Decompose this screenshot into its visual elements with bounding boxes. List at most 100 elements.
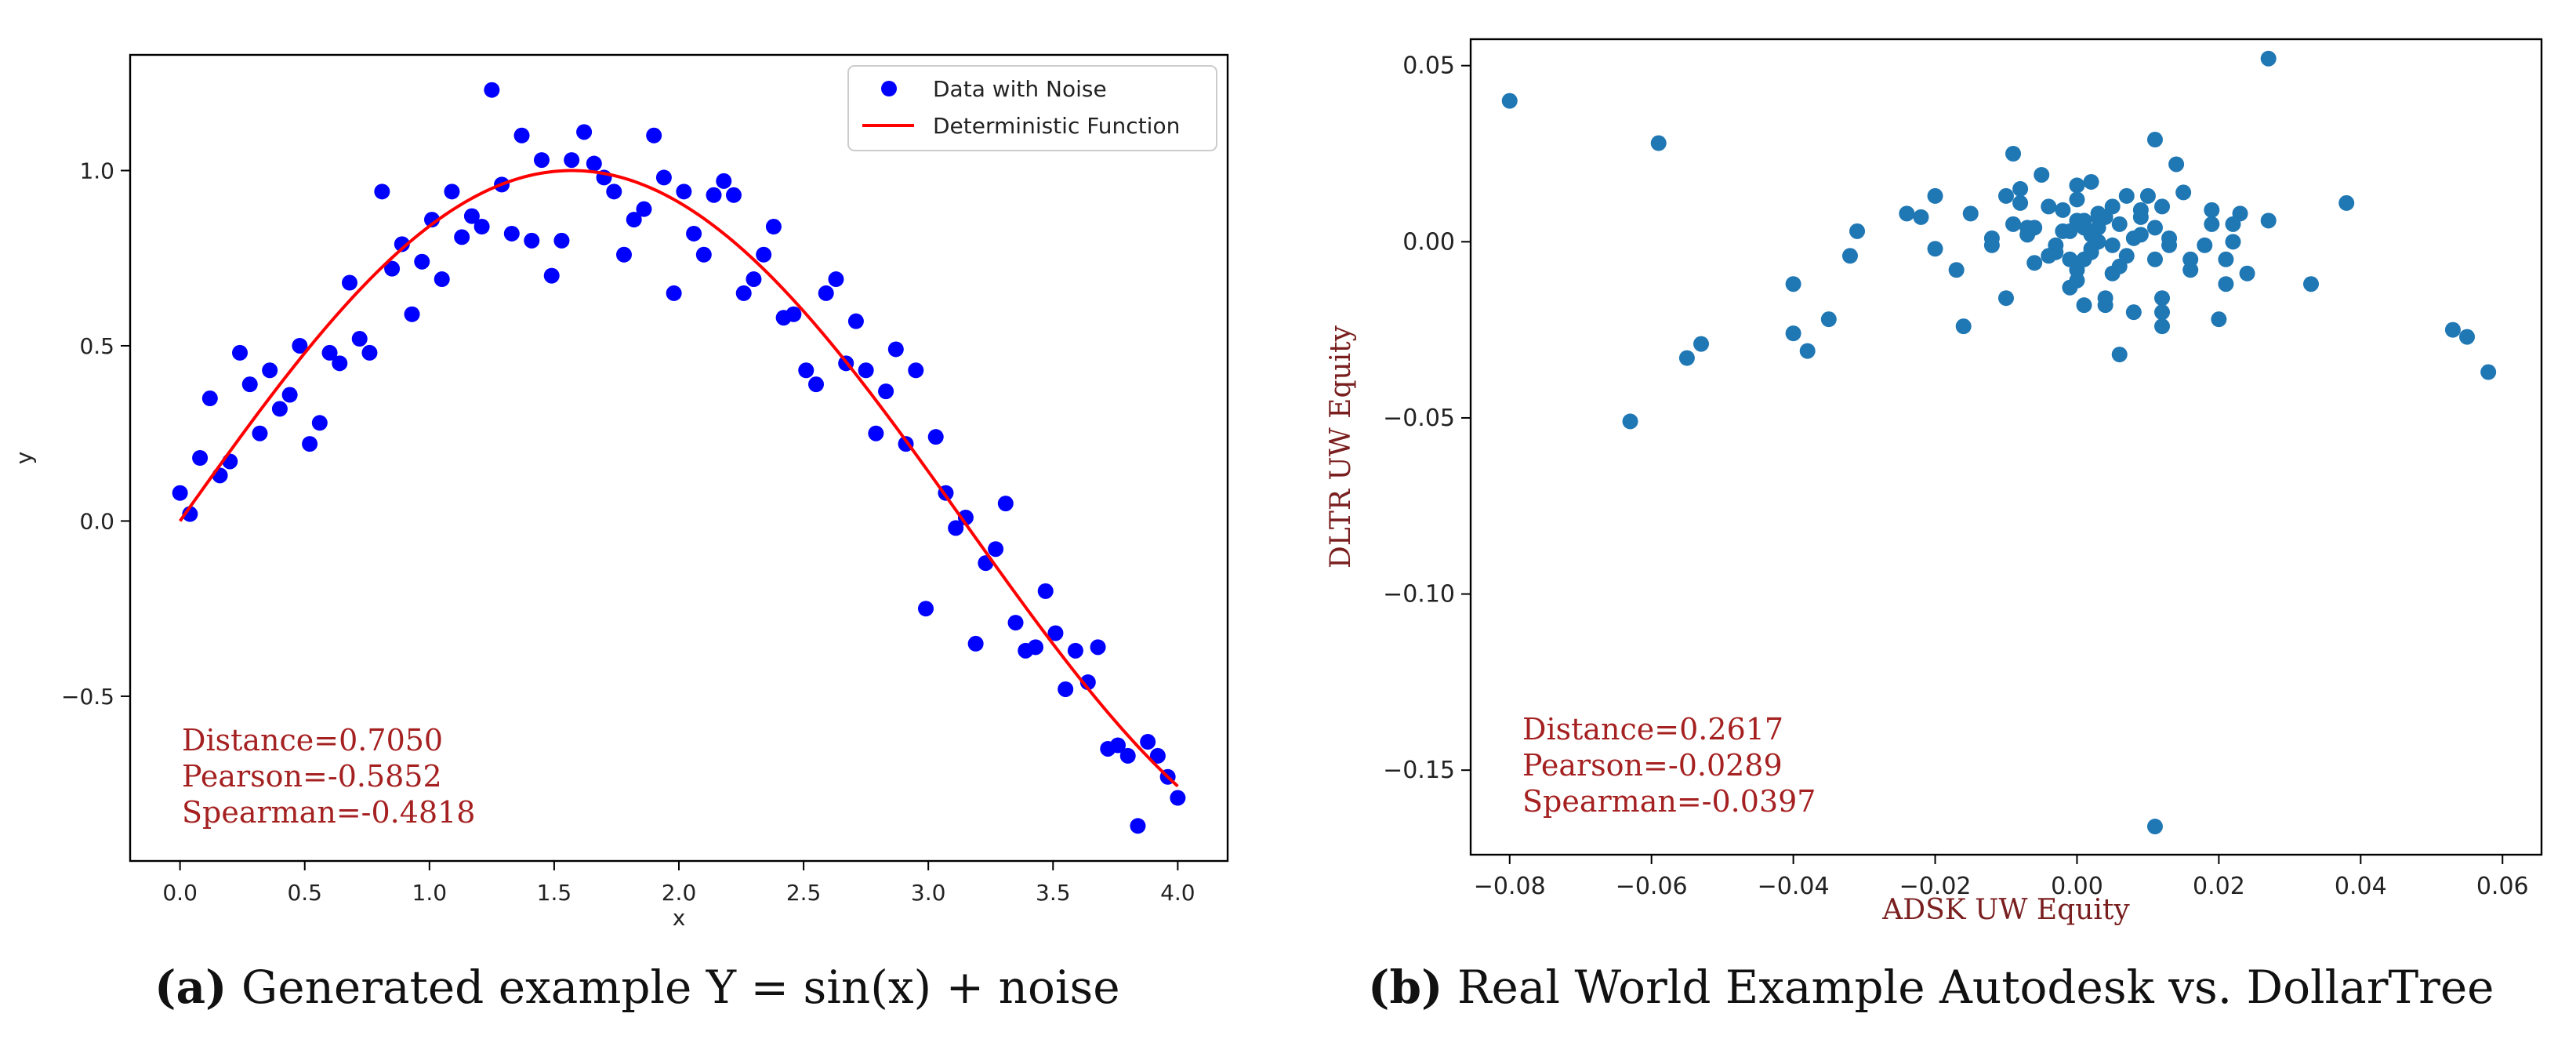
chart-a-point	[927, 429, 944, 445]
chart-a-point	[262, 362, 278, 379]
chart-a-point	[868, 425, 884, 441]
chart-b-point	[2132, 202, 2149, 218]
chart-b-annotation-pearson: Pearson=-0.0289	[1522, 748, 1783, 783]
chart-a-point	[1037, 583, 1054, 599]
chart-b-point	[2132, 227, 2149, 243]
chart-b-point	[1962, 205, 1979, 222]
chart-b-point	[1998, 290, 2014, 307]
chart-a-legend-box	[847, 65, 1217, 151]
chart-a-point	[586, 155, 602, 172]
chart-a-xtick-label: 3.0	[911, 880, 946, 906]
chart-b-frame	[1469, 38, 2543, 856]
chart-a-point	[1047, 625, 1064, 641]
chart-b-point	[2146, 220, 2163, 236]
chart-a-point	[473, 219, 490, 235]
chart-b-point	[2338, 194, 2355, 211]
chart-a-point	[232, 344, 248, 361]
chart-a-point	[908, 362, 924, 379]
chart-b-point	[1622, 413, 1638, 430]
chart-b-point	[2118, 187, 2135, 204]
chart-b: −0.08 −0.06 −0.04 −0.02 0.00 0.02 0.04 0.06 −0.1…	[1325, 38, 2543, 926]
chart-a-point	[798, 362, 815, 379]
chart-b-point	[2097, 290, 2113, 307]
chart-b-point	[1948, 262, 1965, 278]
chart-a-point	[351, 331, 368, 347]
chart-b-point	[2161, 237, 2178, 253]
chart-b-point	[1841, 248, 1858, 264]
chart-b-point	[1927, 187, 1943, 204]
chart-b-point	[2204, 216, 2220, 232]
chart-b-point	[1785, 276, 1801, 292]
chart-b-point	[2146, 251, 2163, 267]
chart-a-point	[957, 509, 974, 525]
chart-a-point	[434, 271, 450, 288]
chart-a-point	[1170, 790, 1186, 806]
chart-b-point	[2069, 191, 2085, 208]
caption-a-text: Generated example Y = sin(x) + noise	[241, 961, 1120, 1014]
chart-b-point	[1650, 135, 1667, 151]
chart-b-point	[2090, 205, 2106, 222]
chart-a-xtick-label: 1.0	[412, 880, 448, 906]
chart-a-xtick-label: 4.0	[1160, 880, 1195, 906]
chart-b-ytick-label: 0.05	[1402, 53, 1455, 80]
chart-b-xtick-label: −0.08	[1474, 873, 1546, 900]
chart-a-point	[1090, 639, 1106, 656]
chart-a-point	[564, 152, 580, 169]
chart-a-point	[616, 246, 632, 263]
chart-b-point	[2459, 329, 2476, 345]
chart-b-point	[2026, 255, 2043, 271]
chart-b-point	[2005, 146, 2022, 162]
chart-b-xtick-label: −0.04	[1758, 873, 1830, 900]
chart-b-point	[2175, 184, 2192, 201]
chart-b-point	[2232, 205, 2248, 222]
chart-b-annotations: Distance=0.2617 Pearson=-0.0289 Spearman…	[1522, 712, 1816, 819]
chart-b-point	[2083, 244, 2099, 260]
chart-b-ytick-label: −0.10	[1383, 581, 1455, 608]
chart-b-point	[2076, 297, 2092, 314]
chart-b-point	[2019, 220, 2036, 236]
chart-b-point	[2154, 198, 2171, 215]
chart-b-point	[2218, 276, 2234, 292]
chart-b-point	[2005, 216, 2022, 232]
chart-a-xtick-label: 2.5	[786, 880, 822, 906]
chart-b-point	[2182, 262, 2199, 278]
chart-b-point	[2168, 156, 2185, 173]
chart-a-annotation-spearman: Spearman=-0.4818	[182, 795, 475, 830]
chart-b-point	[1927, 241, 1943, 257]
chart-a-point	[626, 212, 642, 228]
chart-a-point	[394, 236, 410, 252]
chart-b-point	[2444, 321, 2461, 338]
chart-b-point	[1998, 187, 2014, 204]
chart-a-point	[534, 152, 550, 169]
chart-b-point	[2218, 251, 2234, 267]
chart-a-point	[543, 267, 560, 284]
chart-a-point	[311, 415, 328, 431]
caption-a: (a) Generated example Y = sin(x) + noise	[154, 961, 1120, 1014]
chart-b-ticks: −0.08 −0.06 −0.04 −0.02 0.00 0.02 0.04 0.06 −0.1…	[1383, 53, 2529, 900]
chart-a-point	[361, 344, 378, 361]
chart-b-point	[1955, 318, 1972, 335]
chart-b-point	[1983, 237, 2000, 253]
chart-a-point	[765, 219, 782, 235]
chart-b-point	[2012, 180, 2029, 197]
chart-a-ticks: 0.0 0.5 1.0 1.5 2.0 2.5 3.0 3.5 4.0 −0.5 0.0 0.5 1.0	[61, 158, 1195, 906]
chart-b-ylabel: DLTR UW Equity	[1325, 325, 1357, 568]
chart-b-xtick-label: 0.06	[2476, 873, 2529, 900]
chart-b-point	[2104, 237, 2121, 253]
chart-a-xlabel: x	[673, 905, 686, 931]
chart-a-point	[576, 124, 593, 140]
chart-a-point	[948, 520, 964, 536]
chart-b-point	[2480, 364, 2497, 380]
chart-b-point	[2083, 227, 2099, 243]
chart-a-point	[302, 436, 318, 452]
chart-b-point	[1849, 223, 1866, 239]
chart-a-point	[192, 450, 209, 466]
chart-a-ytick-label: 1.0	[79, 158, 114, 183]
chart-b-point	[1799, 343, 1816, 359]
chart-a-point	[424, 212, 440, 228]
chart-a-point	[735, 285, 752, 301]
chart-a-point	[553, 232, 570, 249]
chart-b-ytick-label: 0.00	[1402, 228, 1455, 256]
chart-a-xtick-label: 0.5	[287, 880, 322, 906]
